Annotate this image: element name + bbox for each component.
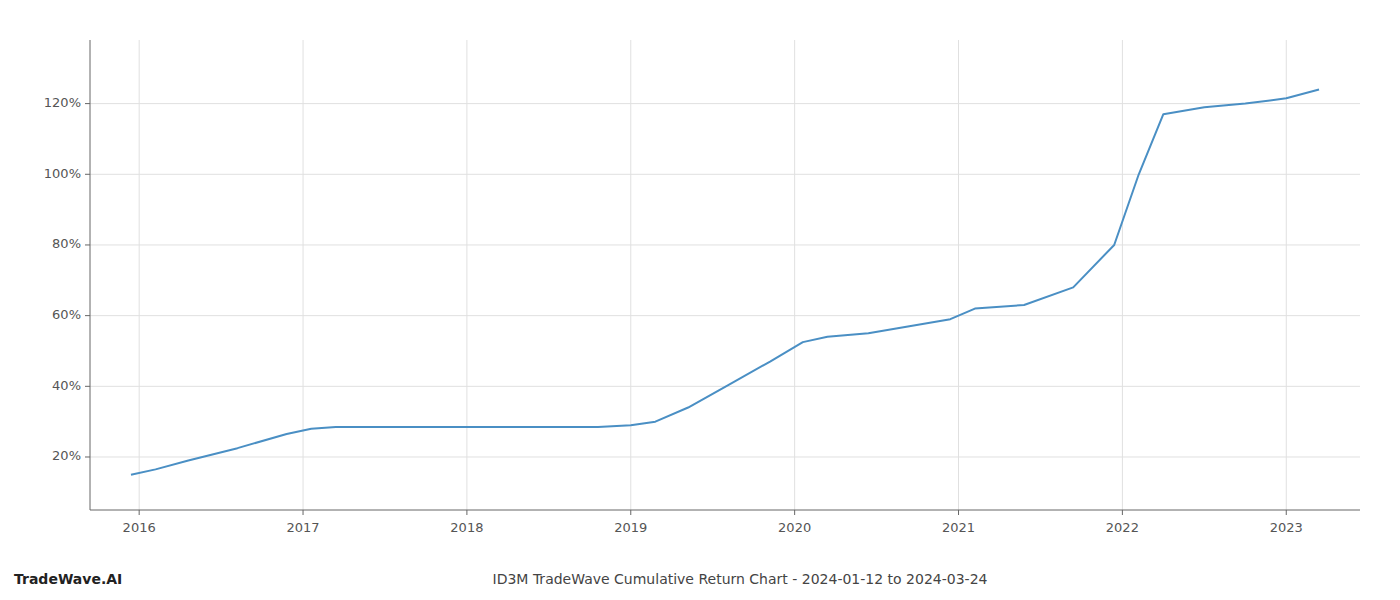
- x-grid-line: [794, 40, 795, 510]
- x-tick: [303, 510, 304, 515]
- x-tick: [1286, 510, 1287, 515]
- x-tick: [1122, 510, 1123, 515]
- x-tick-label: 2021: [942, 520, 975, 535]
- axes: 20% 40% 60% 80% 100% 120% 2016 2017 2018 2019 2020…: [44, 40, 1360, 535]
- y-tick-label: 60%: [52, 307, 81, 322]
- y-tick: [85, 244, 90, 245]
- x-grid-line: [303, 40, 304, 510]
- y-tick: [85, 315, 90, 316]
- y-grid-line: [90, 244, 1360, 245]
- y-tick-label: 80%: [52, 236, 81, 251]
- y-tick: [85, 174, 90, 175]
- x-tick: [139, 510, 140, 515]
- watermark: TradeWave.AI: [14, 571, 122, 587]
- y-tick: [85, 386, 90, 387]
- x-tick-label: 2023: [1270, 520, 1303, 535]
- x-tick-label: 2020: [778, 520, 811, 535]
- x-axis-line: [90, 510, 1360, 511]
- x-tick-label: 2019: [614, 520, 647, 535]
- y-grid-line: [90, 315, 1360, 316]
- y-tick-label: 20%: [52, 448, 81, 463]
- grid: [90, 40, 1360, 510]
- y-grid-line: [90, 456, 1360, 457]
- x-tick-label: 2016: [123, 520, 156, 535]
- y-axis-line: [90, 40, 91, 510]
- x-tick-label: 2018: [450, 520, 483, 535]
- plot-area: [131, 89, 1319, 474]
- y-tick-label: 100%: [44, 166, 81, 181]
- x-tick: [466, 510, 467, 515]
- data-line: [131, 89, 1319, 474]
- y-grid-line: [90, 103, 1360, 104]
- y-tick-label: 120%: [44, 95, 81, 110]
- y-tick-label: 40%: [52, 378, 81, 393]
- x-tick-label: 2022: [1106, 520, 1139, 535]
- x-grid-line: [1122, 40, 1123, 510]
- x-grid-line: [1286, 40, 1287, 510]
- x-tick: [794, 510, 795, 515]
- chart: 20% 40% 60% 80% 100% 120% 2016 2017 2018 2019 2020…: [0, 0, 1400, 600]
- x-grid-line: [630, 40, 631, 510]
- x-grid-line: [139, 40, 140, 510]
- y-grid-line: [90, 174, 1360, 175]
- x-tick: [630, 510, 631, 515]
- x-tick: [958, 510, 959, 515]
- x-tick-label: 2017: [286, 520, 319, 535]
- x-grid-line: [466, 40, 467, 510]
- title: ID3M TradeWave Cumulative Return Chart -…: [493, 571, 988, 587]
- y-tick: [85, 103, 90, 104]
- y-tick: [85, 456, 90, 457]
- x-grid-line: [958, 40, 959, 510]
